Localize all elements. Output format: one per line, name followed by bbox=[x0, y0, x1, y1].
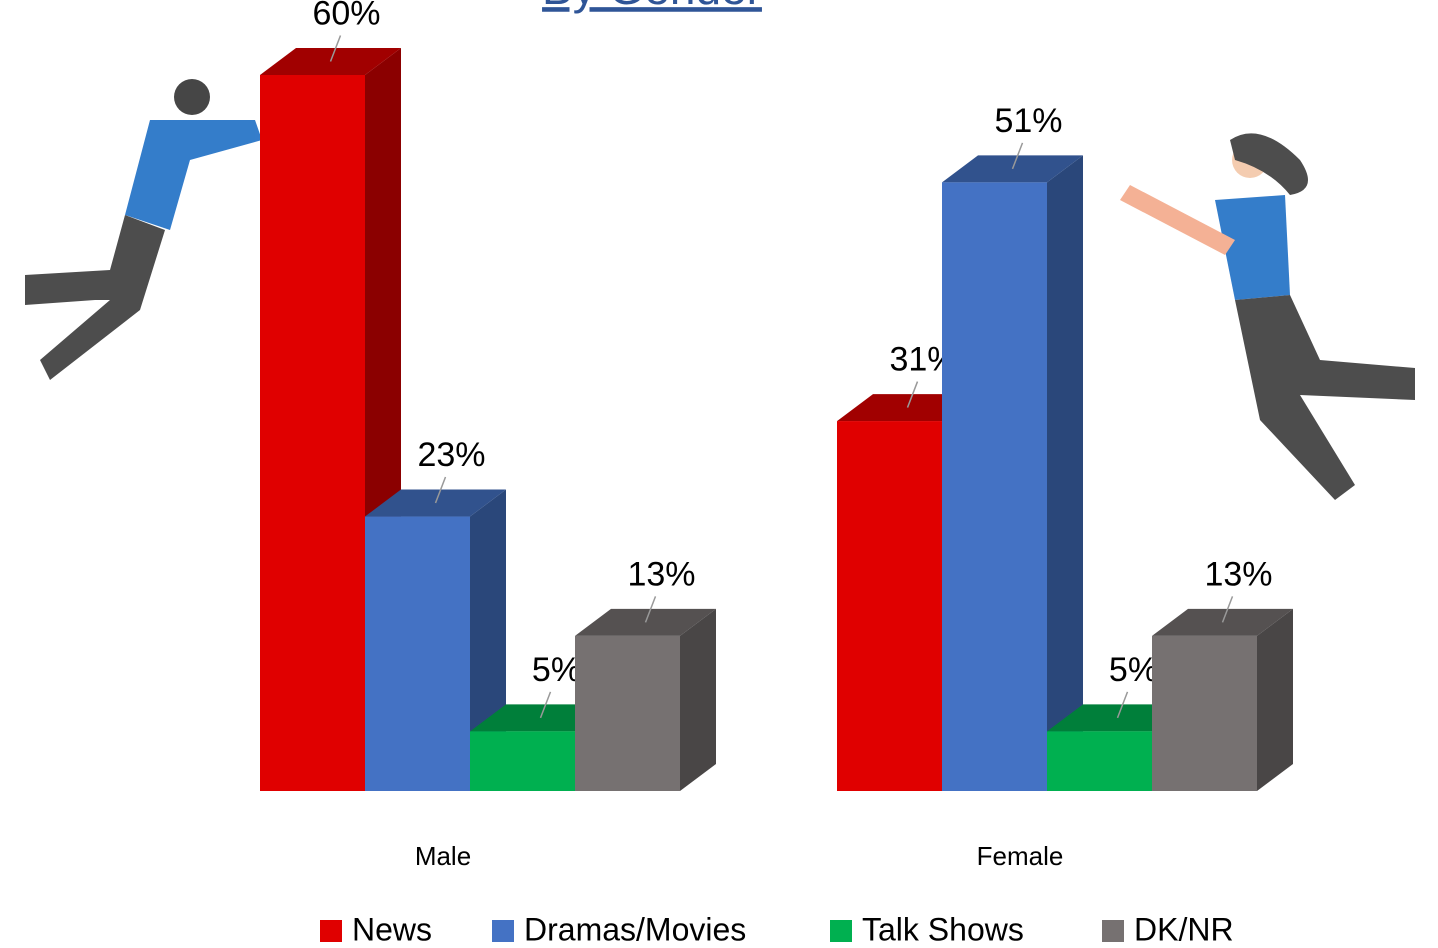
bar-front bbox=[260, 75, 365, 791]
legend-label: Talk Shows bbox=[862, 911, 1024, 947]
bar-front bbox=[1152, 636, 1257, 791]
illustration bbox=[25, 79, 1415, 500]
chart-title: By Gender bbox=[542, 0, 762, 14]
legend-label: Dramas/Movies bbox=[524, 911, 746, 947]
value-label: 13% bbox=[1204, 555, 1272, 593]
legend-label: DK/NR bbox=[1134, 911, 1234, 947]
bar-side bbox=[680, 609, 716, 791]
bar bbox=[942, 155, 1083, 791]
legend-swatch bbox=[830, 920, 852, 942]
bar-side bbox=[1047, 155, 1083, 791]
value-label: 60% bbox=[312, 0, 380, 32]
bar bbox=[1152, 609, 1293, 791]
value-label: 23% bbox=[417, 436, 485, 474]
bar-front bbox=[1047, 731, 1152, 791]
legend-label: News bbox=[352, 911, 432, 947]
bar-front bbox=[470, 731, 575, 791]
value-label: 5% bbox=[1109, 651, 1158, 689]
bar bbox=[575, 609, 716, 791]
bar-front bbox=[365, 517, 470, 791]
bar-front bbox=[575, 636, 680, 791]
bar-front bbox=[942, 182, 1047, 791]
x-tick-label: Male bbox=[415, 841, 471, 871]
value-label: 13% bbox=[627, 555, 695, 593]
x-tick-label: Female bbox=[977, 841, 1064, 871]
value-label: 51% bbox=[994, 102, 1062, 140]
bar-front bbox=[837, 421, 942, 791]
bar-side bbox=[1257, 609, 1293, 791]
chart: By Gender Male60%23%5%13%Female31%51%5%1… bbox=[0, 0, 1438, 948]
legend-swatch bbox=[1102, 920, 1124, 942]
legend-swatch bbox=[492, 920, 514, 942]
legend-swatch bbox=[320, 920, 342, 942]
value-label: 5% bbox=[532, 651, 581, 689]
